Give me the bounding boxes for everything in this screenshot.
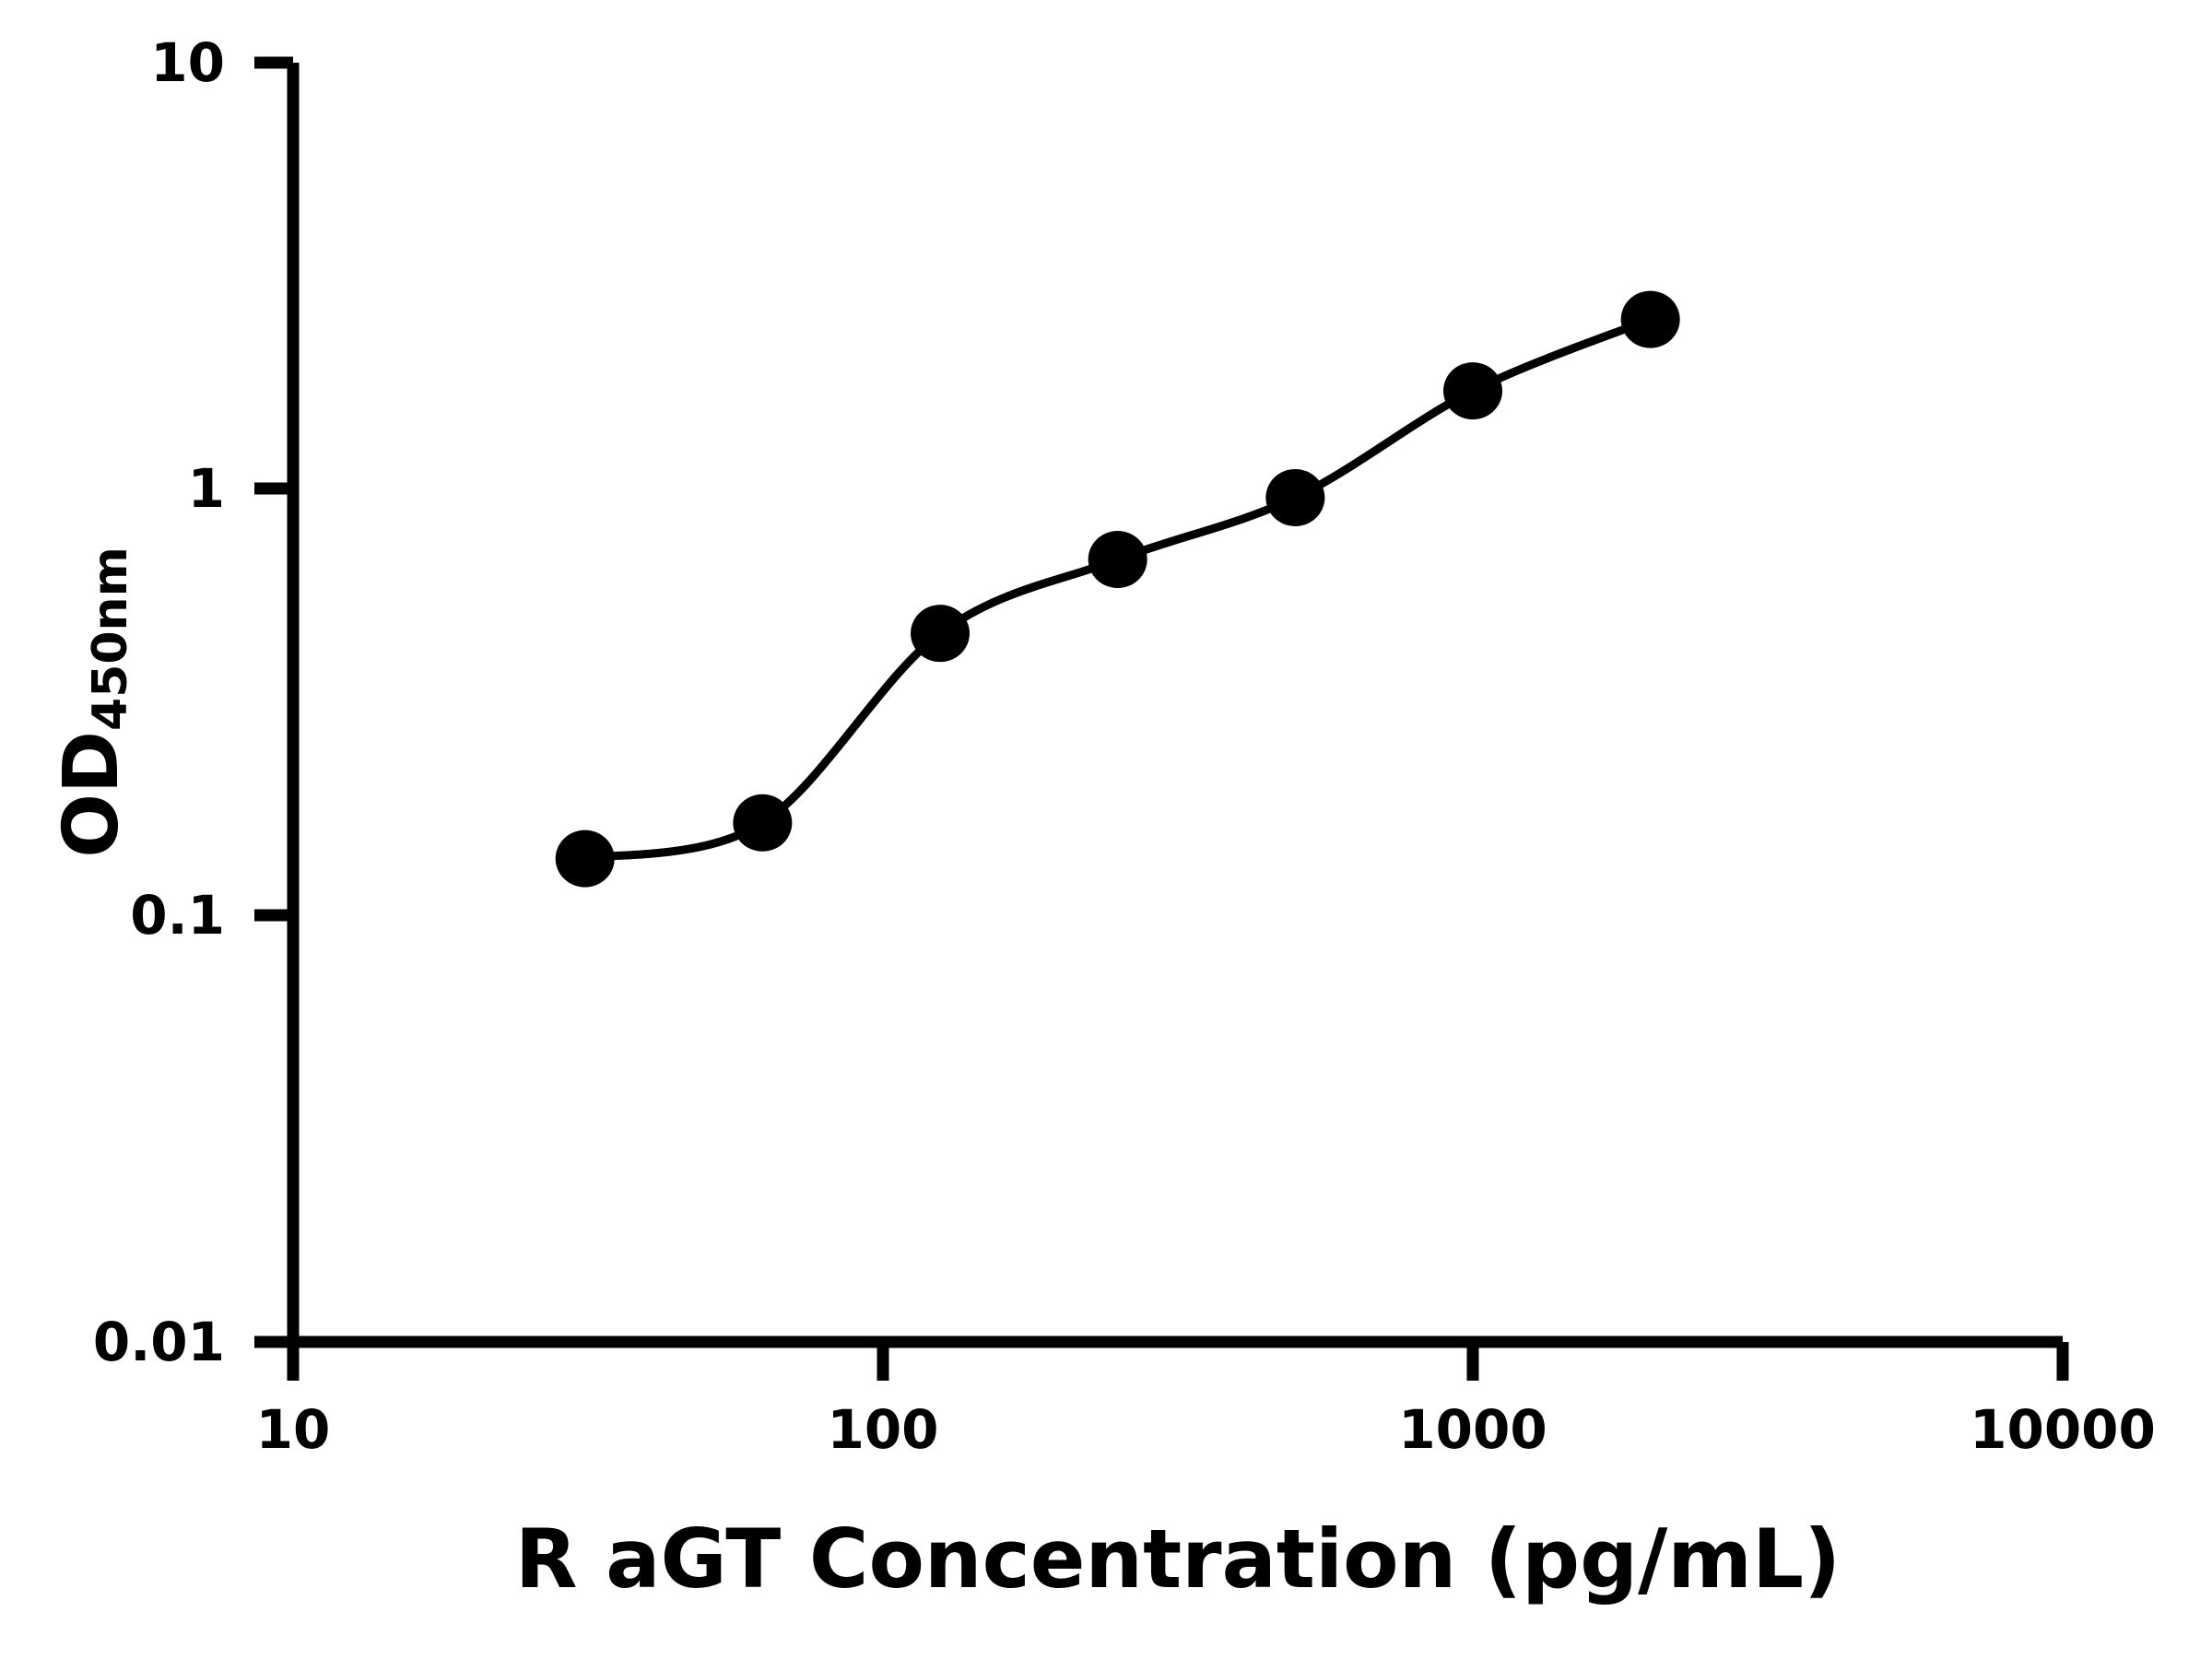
data-point-marker <box>1265 468 1325 526</box>
y-axis-ticks <box>254 56 293 1348</box>
x-axis-title: R aGT Concentration (pg/mL) <box>514 1512 1841 1606</box>
series-markers <box>555 290 1680 888</box>
data-point-marker <box>911 605 971 663</box>
x-tick-label-10: 10 <box>255 1398 331 1461</box>
data-point-marker <box>1088 531 1147 589</box>
data-point-marker <box>1443 362 1502 420</box>
y-axis-title-subscript: 450nm <box>83 547 138 731</box>
y-tick-label-0-1: 0.1 <box>130 884 225 947</box>
y-tick-label-1: 1 <box>187 457 225 520</box>
data-point-marker <box>1620 290 1680 348</box>
y-tick-label-10: 10 <box>150 31 225 94</box>
x-tick-label-1000: 1000 <box>1398 1398 1547 1461</box>
x-tick-label-10000: 10000 <box>1970 1398 2156 1461</box>
axis-spines <box>287 63 2063 1348</box>
data-point-marker <box>733 794 793 852</box>
y-tick-label-0-01: 0.01 <box>92 1311 225 1373</box>
y-axis-title-main: OD <box>48 730 135 858</box>
y-axis-title: OD450nm <box>48 547 138 858</box>
x-axis-ticks <box>287 1342 2069 1381</box>
x-tick-label-100: 100 <box>827 1398 939 1461</box>
data-point-marker <box>555 830 615 888</box>
